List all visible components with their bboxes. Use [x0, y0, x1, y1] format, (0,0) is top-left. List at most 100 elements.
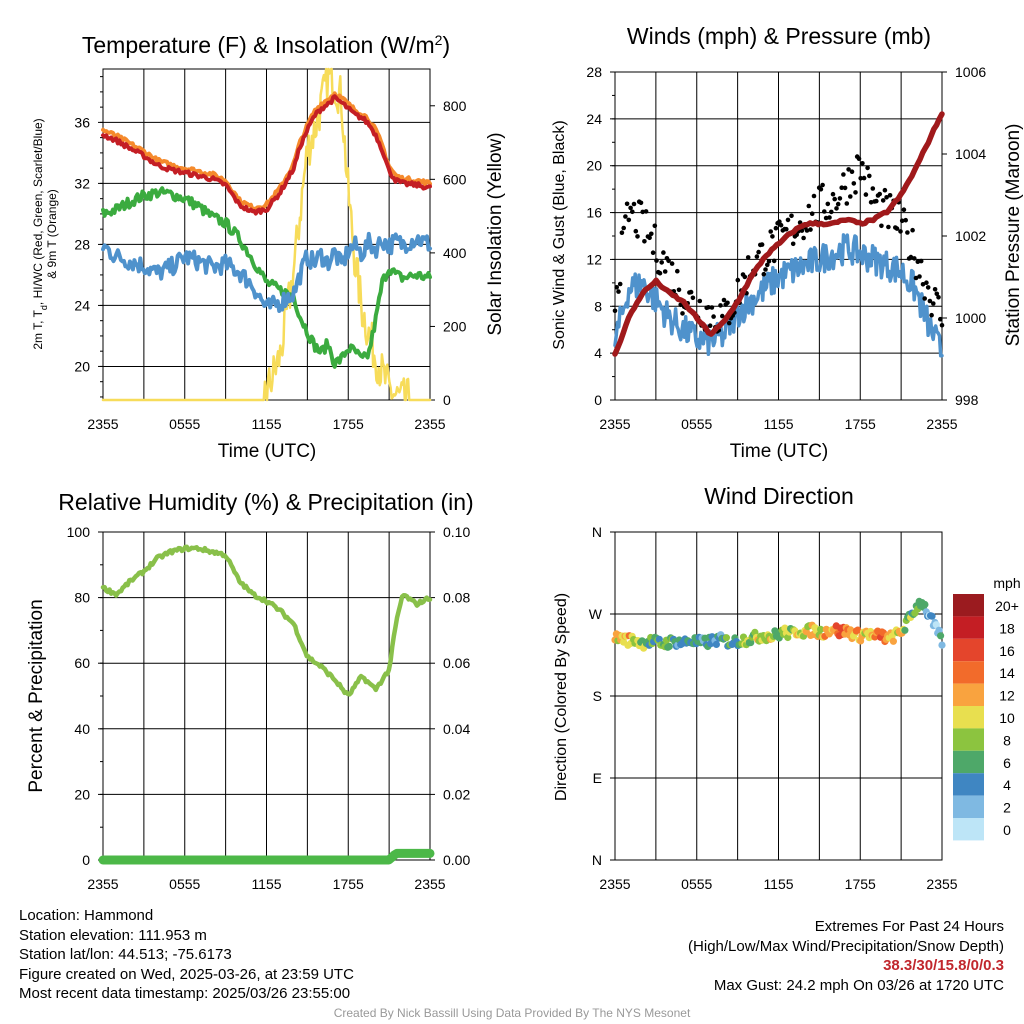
- rh-xtick-label: 2355: [414, 876, 445, 892]
- humidity-panel-title: Relative Humidity (%) & Precipitation (i…: [58, 489, 473, 515]
- temp-ytick-label: 24: [74, 297, 90, 313]
- wind-panel-title: Winds (mph) & Pressure (mb): [627, 23, 931, 49]
- gust-point: [617, 281, 623, 287]
- gust-point: [785, 217, 791, 223]
- direction-point: [784, 633, 792, 642]
- timestamp-text: Most recent data timestamp: 2025/03/26 2…: [19, 985, 351, 1003]
- temperature-ylabel-right: Solar Insolation (Yellow): [485, 132, 506, 335]
- wind-ytick-label: 20: [586, 158, 602, 174]
- gust-point: [711, 314, 716, 319]
- gust-point: [640, 209, 645, 215]
- rh-xtick-label: 0555: [169, 876, 200, 892]
- gust-point: [936, 295, 941, 300]
- gust-point: [903, 217, 908, 223]
- gust-point: [766, 259, 772, 264]
- dir-ytick-label: N: [592, 852, 602, 868]
- direction-point: [928, 612, 936, 620]
- gust-point: [804, 228, 810, 233]
- temperature-panel-title: Temperature (F) & Insolation (W/m2): [82, 32, 450, 58]
- temp-ytick-label: 28: [74, 236, 90, 252]
- wind-ytick-label: 0: [594, 392, 602, 408]
- gust-point: [811, 193, 817, 199]
- temp-y2tick-label: 800: [443, 98, 467, 114]
- gust-point: [680, 311, 685, 316]
- gust-point: [720, 313, 725, 319]
- gust-point: [718, 303, 723, 308]
- gust-point: [633, 228, 639, 234]
- gust-point: [777, 219, 782, 224]
- gust-point: [879, 223, 884, 229]
- gust-point: [884, 195, 889, 200]
- direction-point: [937, 632, 945, 640]
- colorbar-swatch: [953, 706, 984, 729]
- rh-y2tick-label: 0.04: [443, 721, 470, 737]
- gust-point: [837, 196, 843, 201]
- gust-point: [662, 269, 668, 274]
- gust-point: [642, 239, 647, 244]
- extremes-values: 38.3/30/15.8/0/0.3: [883, 957, 1004, 975]
- gust-point: [938, 316, 943, 322]
- gust-point: [874, 198, 879, 204]
- wind-ytick-label: 24: [586, 111, 602, 127]
- gust-point: [806, 203, 812, 209]
- gust-point: [735, 277, 741, 283]
- wind-ytick-label: 16: [586, 205, 602, 221]
- gust-point: [697, 298, 703, 304]
- temp-xtick-label: 2355: [414, 416, 445, 432]
- gust-point: [849, 169, 855, 174]
- colorbar-swatch: [953, 616, 984, 639]
- gust-point: [842, 185, 848, 191]
- gust-point: [823, 215, 829, 221]
- direction-panel: Wind Direction Direction (Colored By Spe…: [553, 483, 1021, 892]
- extremes-title: Extremes For Past 24 Hours: [814, 918, 1004, 935]
- direction-point: [932, 621, 940, 629]
- colorbar-label: 18: [999, 620, 1015, 636]
- gust-point: [877, 191, 882, 197]
- wind-ytick-label: 4: [594, 345, 602, 361]
- gust-point: [771, 258, 777, 264]
- wind-ylabel-left: Sonic Wind & Gust (Blue, Black): [551, 120, 568, 349]
- gust-point: [659, 260, 664, 265]
- gust-point: [768, 229, 773, 234]
- gust-point: [709, 305, 715, 310]
- gust-point: [619, 230, 625, 235]
- direction-point: [665, 642, 673, 651]
- wind-y2tick-label: 998: [955, 392, 979, 408]
- wind-y2tick-label: 1006: [955, 64, 986, 80]
- direction-point: [655, 635, 663, 643]
- dir-ytick-label: W: [589, 606, 603, 622]
- latlon-text: Station lat/lon: 44.513; -75.6173: [19, 946, 232, 964]
- gust-point: [915, 259, 921, 265]
- temp-xtick-label: 2355: [87, 416, 118, 432]
- gust-point: [652, 223, 658, 229]
- gust-point: [789, 213, 794, 219]
- temp9m-series: [101, 91, 432, 212]
- gust-point: [624, 201, 630, 207]
- gust-point: [929, 312, 934, 318]
- station-info: Location: Hammond Station elevation: 111…: [19, 906, 354, 1004]
- colorbar-label: 8: [1003, 732, 1011, 748]
- created-text: Figure created on Wed, 2025-03-26, at 23…: [19, 965, 354, 983]
- gust-point: [643, 209, 649, 214]
- gust-point: [649, 231, 654, 237]
- pressure-series: [612, 111, 945, 357]
- gust-point: [759, 242, 765, 247]
- gust-point: [858, 176, 863, 181]
- dir-ytick-label: N: [592, 524, 602, 540]
- credit-text: Created By Nick Bassill Using Data Provi…: [333, 1006, 691, 1020]
- colorbar-swatch: [953, 773, 984, 796]
- gust-point: [861, 175, 867, 181]
- temperature-xlabel: Time (UTC): [218, 441, 317, 462]
- gust-point: [669, 261, 675, 266]
- gust-point: [939, 323, 945, 328]
- wind-y2tick-label: 1000: [955, 310, 986, 326]
- gust-point: [934, 291, 940, 297]
- wind-xtick-label: 2355: [599, 416, 630, 432]
- gust-point: [827, 215, 832, 220]
- humidity-ylabel-left: Percent & Precipitation: [26, 599, 47, 792]
- colorbar-title: mph: [993, 575, 1020, 591]
- temp-xtick-label: 1755: [333, 416, 364, 432]
- gust-point: [880, 198, 886, 203]
- gust-point: [661, 250, 666, 255]
- direction-point: [854, 626, 862, 634]
